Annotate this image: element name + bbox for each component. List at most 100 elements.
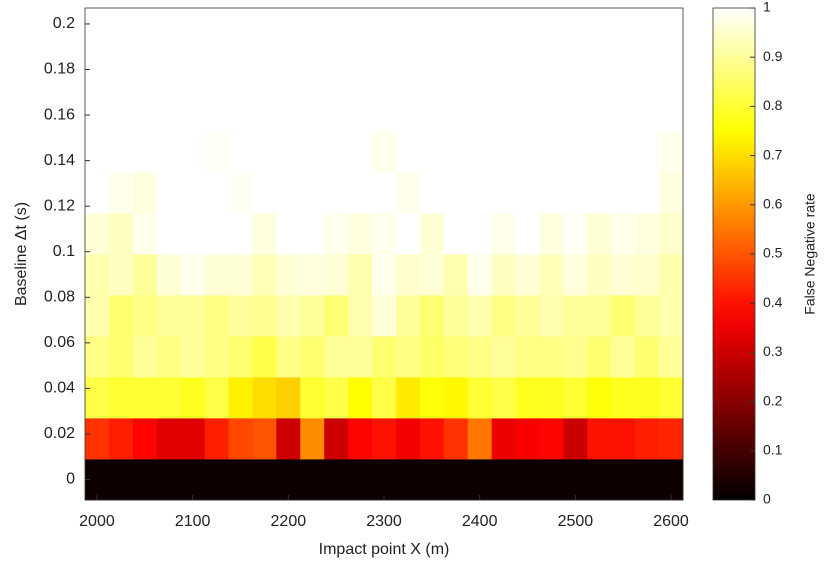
y-tick-label: 0.1	[53, 243, 75, 260]
heat-cell	[491, 336, 516, 378]
heat-cell	[491, 8, 516, 50]
heat-cell	[515, 49, 540, 91]
heat-cell	[156, 49, 182, 91]
heat-cell	[467, 295, 493, 337]
heat-cell	[659, 459, 684, 501]
heat-cell	[180, 418, 205, 460]
heat-cell	[659, 418, 684, 460]
heat-cell	[132, 377, 158, 419]
heat-cell	[515, 213, 540, 255]
heat-cell	[395, 49, 421, 91]
heat-cell	[132, 172, 158, 214]
heat-cell	[491, 459, 516, 501]
heat-cell	[659, 90, 684, 132]
colorbar	[712, 7, 756, 501]
heat-cell	[659, 377, 684, 419]
heat-cell	[515, 418, 540, 460]
heat-cell	[228, 90, 253, 132]
heat-cell	[611, 377, 636, 419]
heat-cell	[395, 90, 421, 132]
heat-cell	[132, 254, 158, 296]
heat-cell	[204, 377, 229, 419]
y-tick-label: 0	[66, 471, 75, 488]
heat-cell	[467, 49, 493, 91]
heat-cell	[587, 213, 612, 255]
heat-cell	[348, 131, 373, 173]
heat-cell	[108, 8, 134, 50]
heat-cell	[443, 90, 469, 132]
heat-cell	[228, 49, 253, 91]
colorbar-tick-label: 0.3	[763, 343, 783, 359]
heat-cell	[372, 254, 397, 296]
heat-cell	[108, 172, 134, 214]
heat-cell	[156, 213, 182, 255]
colorbar-tick-label: 0	[763, 491, 771, 507]
y-tick-label: 0.04	[44, 380, 75, 397]
heat-cell	[228, 254, 253, 296]
heat-cell	[300, 90, 325, 132]
heat-cell	[419, 377, 445, 419]
heat-cell	[419, 49, 445, 91]
heat-cell	[228, 377, 253, 419]
heat-cell	[372, 459, 397, 501]
heat-cell	[180, 90, 205, 132]
heat-cell	[515, 377, 540, 419]
heat-cell	[108, 49, 134, 91]
heat-cell	[276, 213, 301, 255]
heat-cell	[659, 254, 684, 296]
heat-cell	[324, 254, 349, 296]
colorbar-tick-label: 0.1	[763, 442, 783, 458]
heat-cell	[252, 459, 277, 501]
heat-cell	[228, 8, 253, 50]
heat-cell	[443, 254, 469, 296]
heat-cell	[85, 254, 110, 296]
heat-cell	[276, 295, 301, 337]
heat-cell	[395, 131, 421, 173]
heat-cell	[108, 377, 134, 419]
heat-cell	[539, 213, 564, 255]
heat-cell	[467, 8, 493, 50]
colorbar-tick-label: 1	[763, 0, 771, 15]
heat-cell	[611, 336, 636, 378]
heat-cell	[611, 49, 636, 91]
y-tick-label: 0.08	[44, 288, 75, 305]
heat-cell	[252, 49, 277, 91]
x-tick-label: 2500	[558, 513, 594, 530]
heat-cell	[443, 459, 469, 501]
colorbar-label: False Negative rate	[802, 193, 818, 315]
heat-cell	[467, 213, 493, 255]
heat-cell	[85, 336, 110, 378]
heat-cell	[348, 213, 373, 255]
heat-cell	[491, 418, 516, 460]
heat-cell	[587, 49, 612, 91]
heat-cell	[156, 295, 182, 337]
x-tick-label: 2600	[653, 513, 689, 530]
heat-cell	[324, 377, 349, 419]
heat-cell	[156, 377, 182, 419]
heat-cell	[204, 295, 229, 337]
heat-cell	[228, 459, 253, 501]
heat-cell	[467, 131, 493, 173]
heat-cell	[419, 8, 445, 50]
heat-cell	[395, 377, 421, 419]
heat-cell	[156, 336, 182, 378]
heat-cell	[659, 131, 684, 173]
heat-cell	[563, 254, 588, 296]
heat-cell	[491, 90, 516, 132]
heat-cell	[659, 213, 684, 255]
colorbar-tick-label: 0.7	[763, 146, 783, 162]
y-axis-label: Baseline Δt (s)	[13, 202, 30, 306]
heat-cell	[611, 295, 636, 337]
heat-cell	[204, 459, 229, 501]
heat-cell	[635, 418, 660, 460]
heat-cell	[85, 377, 110, 419]
heat-cell	[156, 254, 182, 296]
colorbar-tick-label: 0.5	[763, 245, 783, 261]
heat-cell	[395, 213, 421, 255]
colorbar-tick-label: 0.4	[763, 294, 783, 310]
heat-cell	[132, 336, 158, 378]
heat-cell	[252, 418, 277, 460]
heat-cell	[539, 90, 564, 132]
heat-cell	[252, 295, 277, 337]
heat-cell	[395, 336, 421, 378]
